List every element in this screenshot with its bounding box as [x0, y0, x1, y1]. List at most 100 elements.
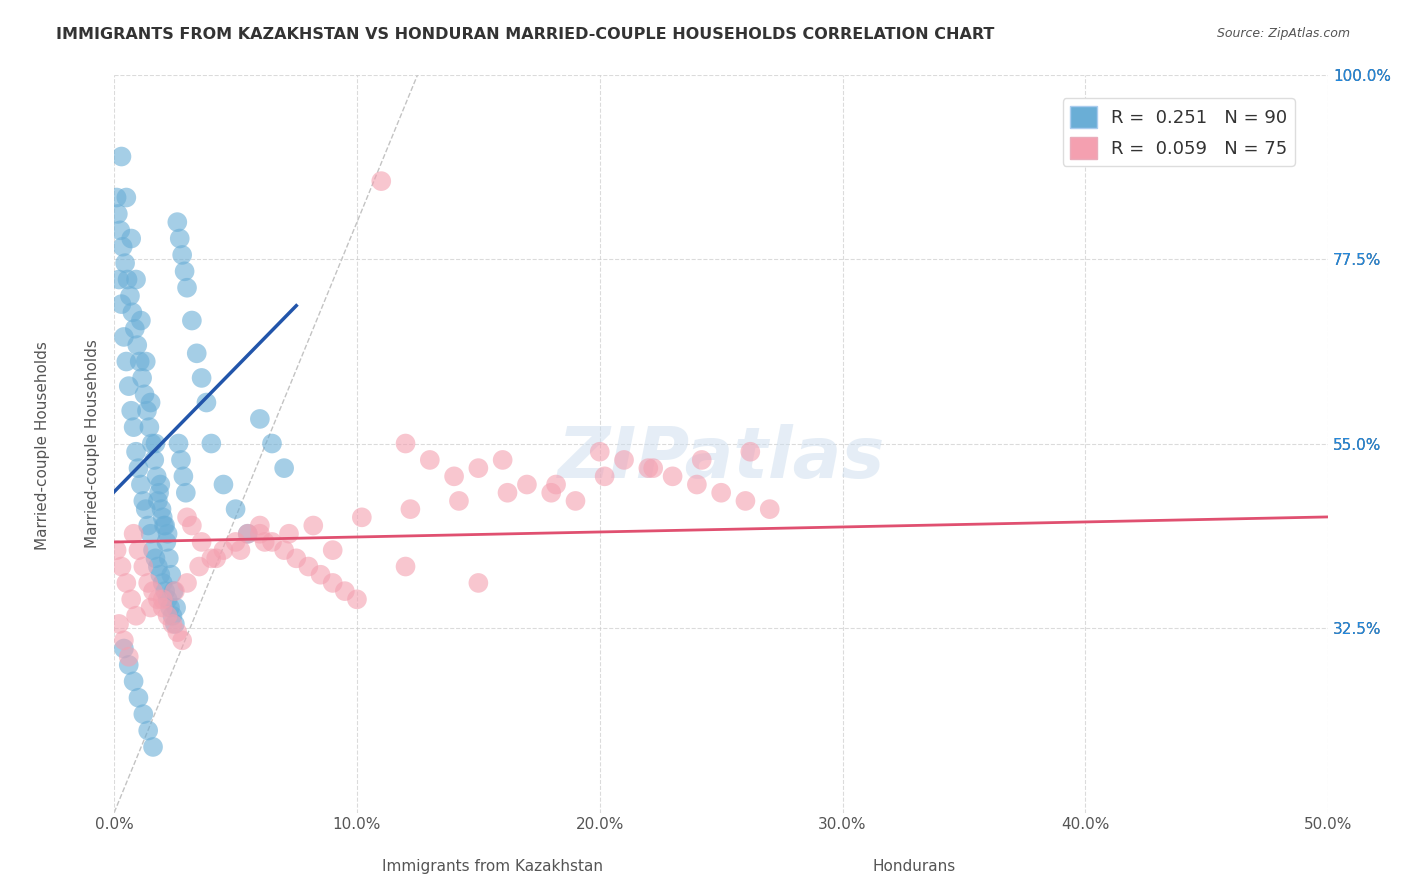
Point [758, 502, 780, 516]
Point [249, 518, 271, 533]
Point [302, 518, 325, 533]
Point [173, 264, 195, 278]
Point [127, 461, 149, 475]
Point [129, 477, 152, 491]
Point [152, 576, 174, 591]
Point [136, 723, 159, 738]
Point [260, 436, 283, 450]
Point [153, 518, 176, 533]
Point [249, 526, 271, 541]
Point [136, 518, 159, 533]
Point [139, 395, 162, 409]
Point [118, 379, 141, 393]
Point [152, 600, 174, 615]
Point [152, 510, 174, 524]
Point [740, 444, 762, 458]
Point [125, 444, 148, 458]
Point [122, 420, 145, 434]
Point [112, 330, 135, 344]
Point [118, 657, 141, 672]
Point [205, 551, 228, 566]
Point [112, 633, 135, 648]
Point [229, 543, 252, 558]
Point [117, 272, 139, 286]
Point [661, 469, 683, 483]
Point [115, 354, 138, 368]
Point [176, 281, 198, 295]
Point [118, 289, 141, 303]
Point [190, 535, 212, 549]
Y-axis label: Married-couple Households: Married-couple Households [86, 339, 100, 548]
Point [141, 436, 163, 450]
Point [162, 616, 184, 631]
Point [149, 567, 172, 582]
Point [163, 584, 186, 599]
Point [166, 215, 188, 229]
Point [135, 502, 157, 516]
Point [186, 346, 208, 360]
Point [136, 403, 159, 417]
Point [125, 608, 148, 623]
Point [134, 387, 156, 401]
Point [593, 469, 616, 483]
Point [278, 526, 301, 541]
Point [180, 518, 202, 533]
Point [467, 576, 489, 591]
Point [139, 600, 162, 615]
Point [166, 625, 188, 640]
Point [163, 584, 186, 599]
Point [212, 543, 235, 558]
Point [160, 567, 183, 582]
Point [212, 477, 235, 491]
Text: Hondurans: Hondurans [872, 859, 956, 874]
Point [132, 707, 155, 722]
Point [110, 149, 132, 163]
Point [127, 690, 149, 705]
Point [322, 543, 344, 558]
Point [544, 477, 567, 491]
Point [142, 584, 165, 599]
Point [105, 543, 128, 558]
Legend: R =  0.251   N = 90, R =  0.059   N = 75: R = 0.251 N = 90, R = 0.059 N = 75 [1063, 98, 1295, 166]
Point [734, 494, 756, 508]
Point [710, 485, 733, 500]
Point [107, 207, 129, 221]
Point [132, 559, 155, 574]
Point [516, 477, 538, 491]
Point [225, 502, 247, 516]
Point [108, 616, 131, 631]
Point [394, 559, 416, 574]
Point [146, 559, 169, 574]
Point [136, 576, 159, 591]
Point [148, 485, 170, 500]
Point [132, 494, 155, 508]
Point [108, 272, 131, 286]
Point [124, 322, 146, 336]
Point [149, 477, 172, 491]
Text: Married-couple Households: Married-couple Households [35, 342, 49, 550]
Text: IMMIGRANTS FROM KAZAKHSTAN VS HONDURAN MARRIED-COUPLE HOUSEHOLDS CORRELATION CHA: IMMIGRANTS FROM KAZAKHSTAN VS HONDURAN M… [56, 27, 994, 42]
Point [110, 223, 132, 237]
Point [146, 592, 169, 607]
Point [145, 436, 167, 450]
Point [176, 576, 198, 591]
Point [200, 436, 222, 450]
Point [156, 526, 179, 541]
Point [159, 600, 181, 615]
Point [172, 469, 194, 483]
Point [613, 453, 636, 467]
Point [200, 551, 222, 566]
Point [127, 543, 149, 558]
Point [128, 354, 150, 368]
Point [236, 526, 259, 541]
Point [350, 510, 373, 524]
Point [309, 567, 332, 582]
Point [174, 485, 197, 500]
Point [346, 592, 368, 607]
Point [370, 174, 392, 188]
Point [120, 592, 142, 607]
Point [145, 469, 167, 483]
Point [273, 461, 295, 475]
Point [540, 485, 562, 500]
Point [120, 231, 142, 245]
